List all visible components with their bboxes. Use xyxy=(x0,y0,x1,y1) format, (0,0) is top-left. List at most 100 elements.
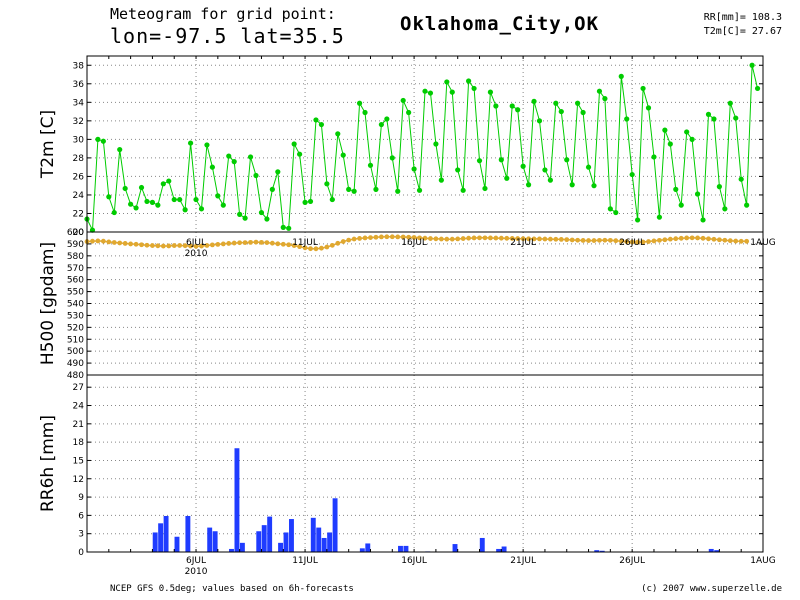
y-tick-label: 12 xyxy=(73,475,84,485)
geopotential-data-point xyxy=(90,238,95,244)
geopotential-data-point xyxy=(553,236,559,242)
geopotential-data-point xyxy=(302,245,308,251)
precip-bar xyxy=(278,542,284,552)
y-tick-label: 18 xyxy=(73,438,85,448)
geopotential-data-point xyxy=(182,243,188,249)
temperature-data-point xyxy=(515,107,521,113)
geopotential-data-point xyxy=(275,241,281,247)
geopotential-data-point xyxy=(537,236,542,242)
geopotential-data-point xyxy=(373,234,379,240)
y-tick-label: 540 xyxy=(67,300,84,310)
y-tick-label: 32 xyxy=(73,117,84,127)
geopotential-data-point xyxy=(155,243,161,249)
temperature-data-point xyxy=(547,177,553,183)
geopotential-data-point xyxy=(564,237,570,243)
geopotential-data-point xyxy=(297,244,303,250)
x-date-label: 21JUL xyxy=(510,238,536,248)
temperature-data-point xyxy=(476,158,483,164)
y-tick-label: 28 xyxy=(73,154,85,164)
geopotential-data-point xyxy=(455,236,461,242)
y-tick-label: 34 xyxy=(73,98,85,108)
temperature-data-point xyxy=(351,188,357,194)
temperature-data-point xyxy=(504,175,510,181)
temperature-data-point xyxy=(422,88,428,94)
temperature-data-point xyxy=(247,154,254,160)
temperature-data-point xyxy=(525,182,532,188)
y-tick-label: 22 xyxy=(73,209,84,219)
geopotential-data-point xyxy=(128,241,134,247)
geopotential-data-point xyxy=(150,243,155,248)
geopotential-data-point xyxy=(378,234,384,240)
geopotential-data-point xyxy=(602,237,608,243)
geopotential-data-point xyxy=(362,235,368,241)
temperature-data-point xyxy=(618,73,624,79)
geopotential-data-point xyxy=(629,239,635,245)
geopotential-data-point xyxy=(700,235,706,241)
geopotential-data-point xyxy=(308,246,313,252)
temperature-data-point xyxy=(198,206,205,212)
temperature-data-point xyxy=(460,187,466,193)
precip-bar xyxy=(174,536,180,552)
geopotential-data-point xyxy=(509,236,515,241)
temperature-data-point xyxy=(493,103,499,109)
geopotential-data-point xyxy=(117,240,123,246)
y-tick-label: 0 xyxy=(78,548,84,558)
y-tick-label: 20 xyxy=(73,228,85,238)
precip-bar xyxy=(359,548,365,552)
y-tick-label: 580 xyxy=(67,252,84,262)
geopotential-data-point xyxy=(319,245,324,251)
geopotential-data-point xyxy=(477,235,482,241)
geopotential-data-point xyxy=(744,238,750,244)
geopotential-data-point xyxy=(269,240,275,246)
geopotential-data-point xyxy=(428,236,433,241)
temperature-data-point xyxy=(356,100,363,106)
y-tick-label: 490 xyxy=(67,359,84,369)
precip-bar xyxy=(708,548,714,552)
x-date-label: 26JUL xyxy=(619,556,645,566)
temperature-data-point xyxy=(258,209,265,216)
geopotential-data-point xyxy=(346,237,352,243)
geopotential-data-point xyxy=(667,236,673,242)
geopotential-data-point xyxy=(389,234,395,240)
temperature-data-point xyxy=(651,154,657,160)
y-tick-label: 590 xyxy=(67,240,84,250)
temperature-data-point xyxy=(111,209,117,216)
temperature-data-point xyxy=(662,127,668,133)
y-tick-label: 570 xyxy=(67,264,84,274)
geopotential-data-point xyxy=(689,235,695,241)
y-tick-label: 30 xyxy=(73,135,85,145)
temperature-data-point xyxy=(373,186,379,192)
geopotential-data-point xyxy=(220,241,226,247)
temperature-data-point xyxy=(209,164,215,170)
geopotential-data-point xyxy=(400,234,406,240)
geopotential-data-point xyxy=(133,241,139,247)
geopotential-data-point xyxy=(286,242,292,248)
precip-bar xyxy=(365,543,371,552)
geopotential-data-point xyxy=(313,246,319,252)
geopotential-data-point xyxy=(657,237,662,243)
temperature-data-point xyxy=(580,109,586,116)
temperature-data-point xyxy=(166,178,172,184)
temperature-data-point xyxy=(226,153,232,159)
temperature-data-point xyxy=(591,183,597,189)
copyright-note: (c) 2007 www.superzelle.de xyxy=(641,584,782,594)
geopotential-data-point xyxy=(727,238,733,244)
x-date-label: 1AUG xyxy=(750,556,775,566)
temperature-data-point xyxy=(509,103,515,109)
geopotential-data-point xyxy=(531,236,537,242)
temperature-data-point xyxy=(149,199,156,205)
temperature-data-point xyxy=(406,109,412,116)
precip-bar xyxy=(185,515,191,552)
geopotential-data-point xyxy=(558,236,564,242)
geopotential-data-point xyxy=(542,236,548,242)
temperature-data-point xyxy=(411,166,417,172)
precip-bar xyxy=(316,527,322,552)
temperature-data-point xyxy=(427,90,434,96)
geopotential-data-point xyxy=(586,238,591,243)
precipitation-frame xyxy=(86,374,764,553)
geopotential-data-point xyxy=(520,236,526,242)
geopotential-data-point xyxy=(498,235,504,241)
temperature-data-point xyxy=(237,211,243,217)
